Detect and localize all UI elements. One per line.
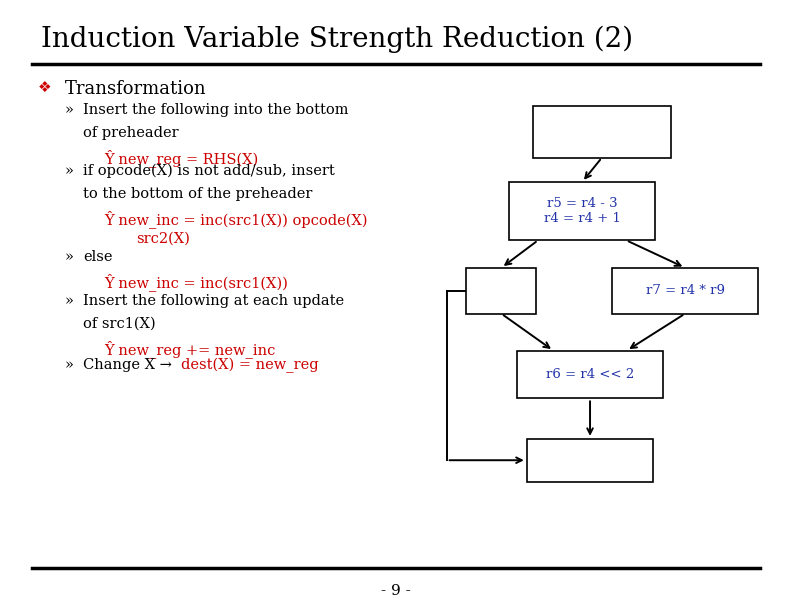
Text: Insert the following at each update: Insert the following at each update xyxy=(83,294,345,308)
Text: to the bottom of the preheader: to the bottom of the preheader xyxy=(83,187,313,201)
Text: Change X →: Change X → xyxy=(83,358,177,372)
Text: »: » xyxy=(65,103,74,117)
Text: - 9 -: - 9 - xyxy=(381,584,411,599)
Text: r5 = r4 - 3
r4 = r4 + 1: r5 = r4 - 3 r4 = r4 + 1 xyxy=(543,197,621,225)
Bar xyxy=(516,351,664,398)
Text: ❖: ❖ xyxy=(38,80,51,95)
Text: else: else xyxy=(83,250,112,264)
Text: Insert the following into the bottom: Insert the following into the bottom xyxy=(83,103,348,117)
Text: dest(X) = new_reg: dest(X) = new_reg xyxy=(181,358,318,373)
Text: »: » xyxy=(65,358,74,372)
Bar xyxy=(533,105,671,157)
Text: Ŷ new_inc = inc(src1(X)) opcode(X): Ŷ new_inc = inc(src1(X)) opcode(X) xyxy=(105,210,368,228)
Text: Transformation: Transformation xyxy=(65,80,207,97)
Bar xyxy=(527,439,653,482)
Text: Induction Variable Strength Reduction (2): Induction Variable Strength Reduction (2… xyxy=(41,26,634,53)
Bar xyxy=(508,182,655,240)
Text: r7 = r4 * r9: r7 = r4 * r9 xyxy=(645,284,725,297)
Text: Ŷ new_reg = RHS(X): Ŷ new_reg = RHS(X) xyxy=(105,149,259,166)
Text: »: » xyxy=(65,164,74,178)
Text: »: » xyxy=(65,250,74,264)
Text: »: » xyxy=(65,294,74,308)
Text: of src1(X): of src1(X) xyxy=(83,316,156,330)
Bar xyxy=(611,268,759,313)
Text: Ŷ new_reg += new_inc: Ŷ new_reg += new_inc xyxy=(105,340,276,357)
Text: if opcode(X) is not add/sub, insert: if opcode(X) is not add/sub, insert xyxy=(83,164,335,179)
Bar xyxy=(466,268,536,313)
Text: src2(X): src2(X) xyxy=(136,231,190,245)
Text: r6 = r4 << 2: r6 = r4 << 2 xyxy=(546,368,634,381)
Text: Ŷ new_inc = inc(src1(X)): Ŷ new_inc = inc(src1(X)) xyxy=(105,273,288,291)
Text: of preheader: of preheader xyxy=(83,126,179,140)
